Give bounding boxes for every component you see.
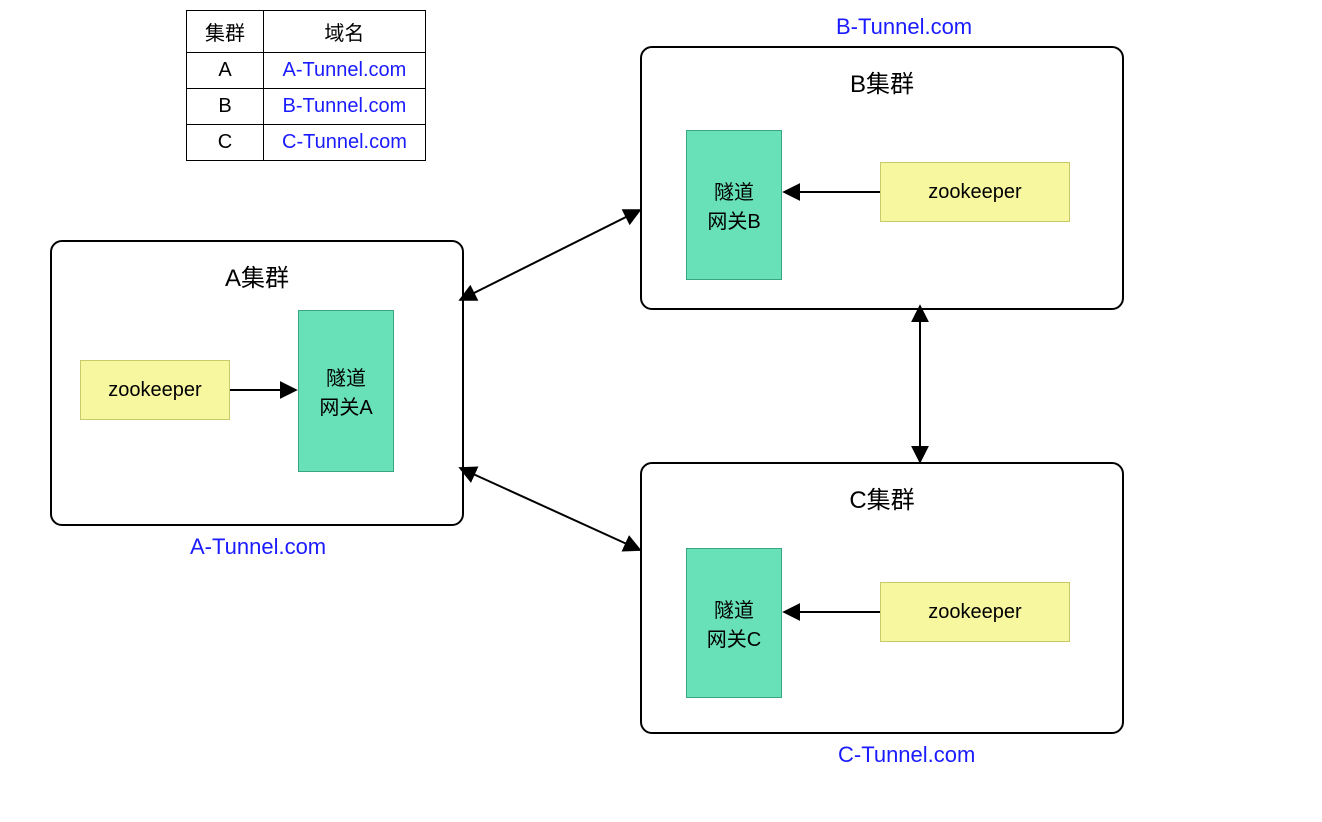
zookeeper-b-node: zookeeper <box>880 162 1070 222</box>
cluster-c-domain-label: C-Tunnel.com <box>838 742 975 768</box>
cell-domain: A-Tunnel.com <box>264 53 426 89</box>
mapping-table-wrap: 集群 域名 AA-Tunnel.comBB-Tunnel.comCC-Tunne… <box>186 10 544 161</box>
cell-cluster: C <box>187 125 264 161</box>
cell-cluster: B <box>187 89 264 125</box>
zookeeper-c-node: zookeeper <box>880 582 1070 642</box>
edge-A-C <box>460 468 640 550</box>
domain-mapping-table: 集群 域名 AA-Tunnel.comBB-Tunnel.comCC-Tunne… <box>186 10 426 161</box>
gateway-b-node: 隧道网关B <box>686 130 782 280</box>
col-domain: 域名 <box>264 11 426 53</box>
cluster-a-domain-label: A-Tunnel.com <box>190 534 326 560</box>
table-row: AA-Tunnel.com <box>187 53 426 89</box>
cluster-c-title: C集群 <box>642 480 1122 515</box>
gateway-a-node: 隧道网关A <box>298 310 394 472</box>
cell-domain: C-Tunnel.com <box>264 125 426 161</box>
table-row: CC-Tunnel.com <box>187 125 426 161</box>
cell-domain: B-Tunnel.com <box>264 89 426 125</box>
edge-A-B <box>460 210 640 300</box>
cluster-b-domain-label: B-Tunnel.com <box>836 14 972 40</box>
zookeeper-a-node: zookeeper <box>80 360 230 420</box>
table-row: BB-Tunnel.com <box>187 89 426 125</box>
gateway-c-node: 隧道网关C <box>686 548 782 698</box>
cluster-b-title: B集群 <box>642 64 1122 99</box>
cluster-a-title: A集群 <box>52 258 462 293</box>
cell-cluster: A <box>187 53 264 89</box>
col-cluster: 集群 <box>187 11 264 53</box>
